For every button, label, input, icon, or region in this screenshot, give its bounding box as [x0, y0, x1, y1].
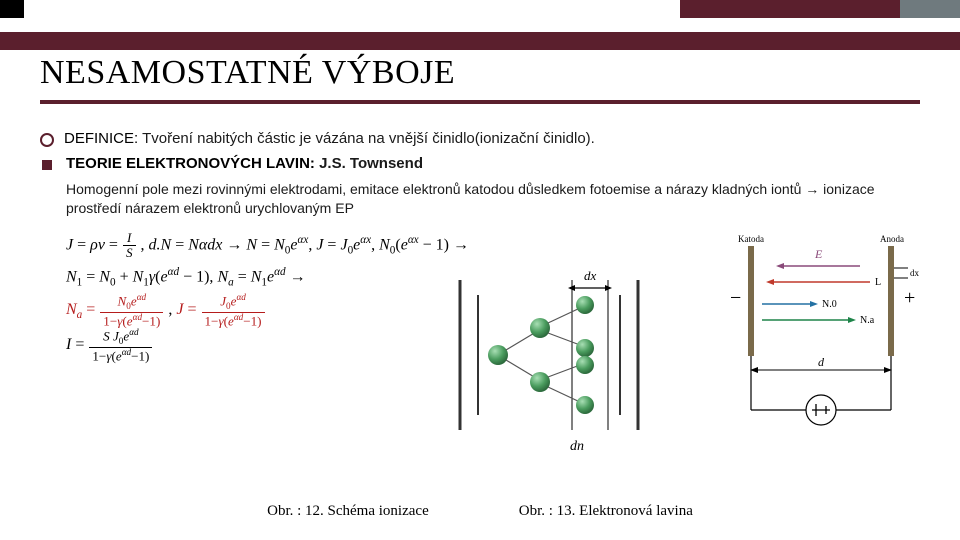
- theory-text: TEORIE ELEKTRONOVÝCH LAVIN: J.S. Townsen…: [66, 155, 423, 172]
- formula-J-red: J = J0eαd1−γ(eαd−1): [176, 301, 265, 318]
- title-underline: [40, 100, 920, 104]
- title-band: [0, 32, 960, 50]
- diagram-avalanche: Katoda Anoda dx E L N.0 N.a − + d: [720, 230, 925, 430]
- theory-label: TEORIE ELEKTRONOVÝCH LAVIN:: [66, 155, 315, 172]
- accent-black: [0, 0, 24, 18]
- dn-label: dn: [570, 439, 584, 454]
- diagram-ionization: dx dn: [440, 270, 660, 455]
- title-wrap: NESAMOSTATNÉ VÝBOJE: [40, 54, 920, 92]
- anoda-label: Anoda: [880, 234, 904, 244]
- E-label: E: [814, 247, 823, 261]
- ionization-svg: dx dn: [440, 270, 660, 455]
- avalanche-svg: Katoda Anoda dx E L N.0 N.a − + d: [720, 230, 925, 430]
- accent-gray: [900, 0, 960, 18]
- dx2-label: dx: [910, 268, 920, 278]
- theory-row: TEORIE ELEKTRONOVÝCH LAVIN: J.S. Townsen…: [40, 155, 920, 172]
- katoda-label: Katoda: [738, 234, 764, 244]
- definition-label: DEFINICE:: [64, 130, 138, 147]
- theory-paragraph: Homogenní pole mezi rovinnými elektrodam…: [66, 180, 920, 218]
- definition-text: DEFINICE: Tvoření nabitých částic je váz…: [64, 130, 595, 147]
- accent-maroon: [680, 0, 900, 18]
- accent-white: [24, 0, 680, 18]
- L-label: L: [875, 277, 881, 288]
- minus-sign: −: [730, 287, 741, 309]
- dx-label: dx: [584, 270, 597, 283]
- bullet-square-icon: [42, 160, 52, 170]
- page-title: NESAMOSTATNÉ VÝBOJE: [40, 54, 920, 92]
- caption-12: Obr. : 12. Schéma ionizace: [267, 503, 429, 520]
- Na-label: N.a: [860, 315, 875, 326]
- plus-sign: +: [904, 287, 915, 309]
- definition-row: DEFINICE: Tvoření nabitých částic je váz…: [40, 130, 920, 147]
- d-label: d: [818, 355, 825, 369]
- bullet-circle-icon: [40, 133, 54, 147]
- caption-row: Obr. : 12. Schéma ionizace Obr. : 13. El…: [0, 503, 960, 520]
- formula-Na-red: Na = N0eαd1−γ(eαd−1): [66, 301, 168, 318]
- top-accent-bar: [0, 0, 960, 18]
- caption-13: Obr. : 13. Elektronová lavina: [519, 503, 693, 520]
- N0-label: N.0: [822, 299, 837, 310]
- theory-author: J.S. Townsend: [319, 155, 423, 172]
- definition-body: Tvoření nabitých částic je vázána na vně…: [142, 130, 595, 147]
